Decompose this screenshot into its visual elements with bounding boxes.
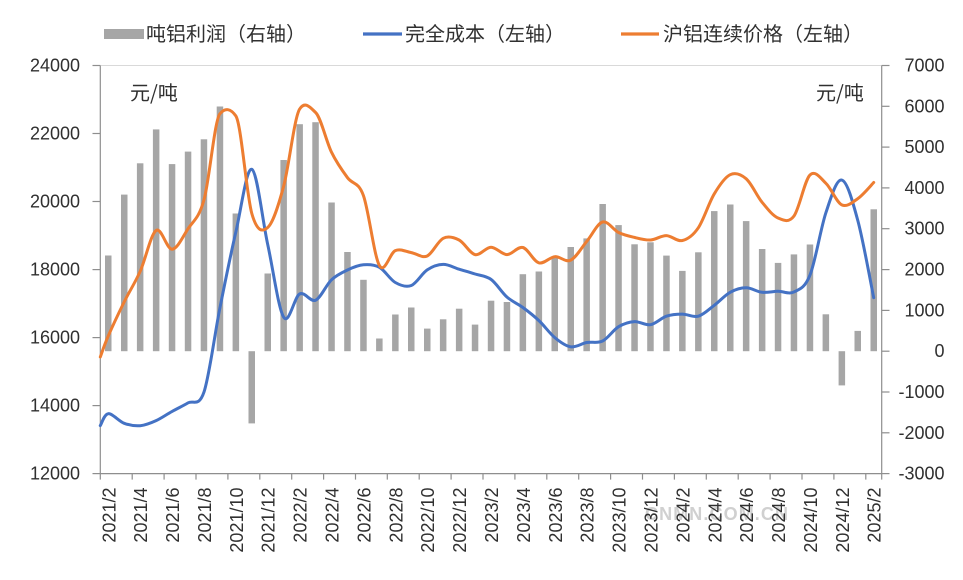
svg-text:2021/10: 2021/10: [227, 488, 247, 553]
svg-text:20000: 20000: [30, 192, 80, 212]
svg-text:2025/2: 2025/2: [865, 488, 885, 543]
svg-text:3000: 3000: [904, 219, 944, 239]
svg-text:2024/6: 2024/6: [737, 488, 757, 543]
svg-text:2021/6: 2021/6: [163, 488, 183, 543]
svg-text:2021/8: 2021/8: [195, 488, 215, 543]
svg-text:2023/2: 2023/2: [482, 488, 502, 543]
svg-text:2021/4: 2021/4: [131, 488, 151, 543]
svg-text:2021/2: 2021/2: [99, 488, 119, 543]
svg-text:2022/6: 2022/6: [354, 488, 374, 543]
svg-text:2023/12: 2023/12: [642, 488, 662, 553]
svg-text:CNMN.COM.CN: CNMN.COM.CN: [645, 504, 789, 524]
svg-text:2021/12: 2021/12: [259, 488, 279, 553]
svg-text:2024/4: 2024/4: [705, 488, 725, 543]
svg-text:5000: 5000: [904, 137, 944, 157]
svg-text:12000: 12000: [30, 464, 80, 484]
svg-text:7000: 7000: [904, 56, 944, 76]
svg-text:2000: 2000: [904, 260, 944, 280]
svg-text:2022/10: 2022/10: [418, 488, 438, 553]
svg-text:-3000: -3000: [898, 464, 944, 484]
svg-text:18000: 18000: [30, 260, 80, 280]
svg-text:6000: 6000: [904, 96, 944, 116]
svg-text:2022/4: 2022/4: [323, 488, 343, 543]
svg-text:0: 0: [934, 341, 944, 361]
svg-text:2022/8: 2022/8: [386, 488, 406, 543]
svg-text:2024/2: 2024/2: [673, 488, 693, 543]
svg-text:24000: 24000: [30, 56, 80, 76]
svg-text:14000: 14000: [30, 396, 80, 416]
svg-text:-1000: -1000: [898, 382, 944, 402]
svg-text:2023/10: 2023/10: [610, 488, 630, 553]
svg-text:2023/4: 2023/4: [514, 488, 534, 543]
svg-text:2024/12: 2024/12: [833, 488, 853, 553]
svg-text:22000: 22000: [30, 124, 80, 144]
svg-text:16000: 16000: [30, 328, 80, 348]
svg-text:2024/10: 2024/10: [801, 488, 821, 553]
svg-text:2023/8: 2023/8: [578, 488, 598, 543]
svg-text:1000: 1000: [904, 300, 944, 320]
svg-text:2024/8: 2024/8: [769, 488, 789, 543]
svg-text:4000: 4000: [904, 178, 944, 198]
svg-text:2022/12: 2022/12: [450, 488, 470, 553]
svg-text:2022/2: 2022/2: [291, 488, 311, 543]
svg-text:2023/6: 2023/6: [546, 488, 566, 543]
svg-text:-2000: -2000: [898, 423, 944, 443]
